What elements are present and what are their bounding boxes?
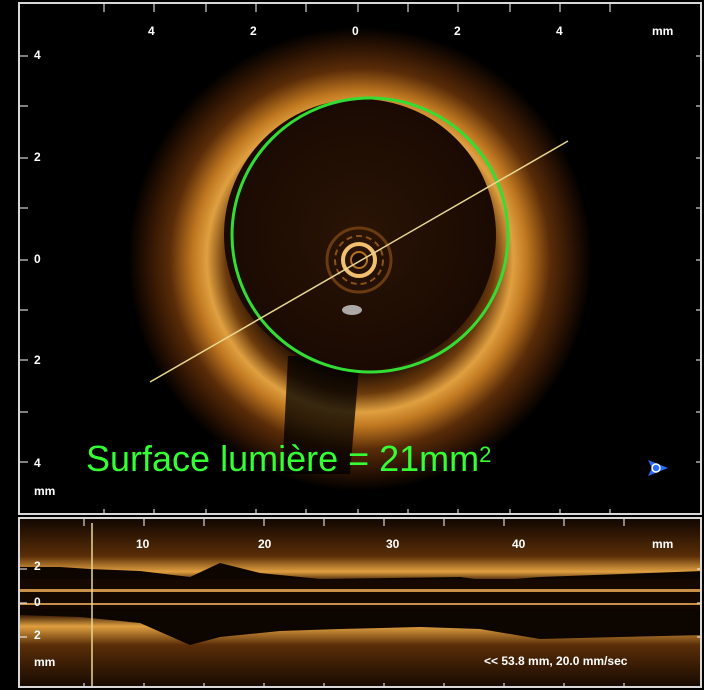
lumen	[224, 99, 496, 371]
top-x-tick-label: 2	[454, 24, 461, 38]
upper-vessel-wall	[20, 519, 700, 581]
longitudinal-svg	[20, 519, 700, 686]
catheter-band	[20, 603, 700, 605]
catheter-core	[350, 251, 368, 269]
top-y-tick-label: 2	[34, 353, 41, 367]
bottom-x-tick-label: 30	[386, 537, 400, 551]
top-y-tick-label: 0	[34, 252, 41, 266]
top-y-unit-label: mm	[34, 484, 56, 498]
caption-superscript: 2	[479, 442, 492, 467]
top-x-unit-label: mm	[652, 24, 674, 38]
pullback-speed-label: << 53.8 mm, 20.0 mm/sec	[484, 654, 628, 668]
catheter-sheath-ring	[334, 235, 384, 285]
top-x-tick-label: 2	[250, 24, 257, 38]
lumen-area-caption: Surface lumière = 21mm2	[86, 438, 491, 480]
bottom-y-tick-label: 2	[34, 559, 41, 573]
lumen-contour	[230, 96, 510, 374]
top-y-tick-label: 2	[34, 150, 41, 164]
bottom-x-tick-label: 40	[512, 537, 526, 551]
catheter-inner-ring	[341, 242, 377, 278]
longitudinal-panel	[18, 517, 702, 688]
top-x-tick-label: 0	[352, 24, 359, 38]
bottom-x-tick-label: 10	[136, 537, 150, 551]
side-ruler-ticks	[20, 55, 700, 463]
top-ruler-ticks	[103, 4, 611, 513]
bottom-x-unit-label: mm	[652, 537, 674, 551]
cross-section-svg	[20, 4, 700, 513]
lower-vessel-wall	[20, 615, 700, 686]
catheter-outer-ring	[325, 226, 393, 294]
cross-section-panel	[18, 2, 702, 515]
octagon-navigation-icon[interactable]	[646, 456, 670, 480]
top-y-tick-label: 4	[34, 48, 41, 62]
cut-plane-line	[149, 140, 569, 383]
caption-text: Surface lumière = 21mm	[86, 438, 480, 479]
catheter-band	[20, 589, 700, 592]
bottom-y-tick-label: 2	[34, 628, 41, 642]
top-x-tick-label: 4	[148, 24, 155, 38]
top-x-tick-label: 4	[556, 24, 563, 38]
guidewire-artifact	[342, 305, 362, 315]
bottom-y-tick-label: 0	[34, 595, 41, 609]
top-y-tick-label: 4	[34, 456, 41, 470]
bottom-ruler-ticks	[20, 519, 700, 686]
bottom-y-unit-label: mm	[34, 655, 56, 669]
bottom-x-tick-label: 20	[258, 537, 272, 551]
guidewire-shadow	[282, 356, 360, 474]
